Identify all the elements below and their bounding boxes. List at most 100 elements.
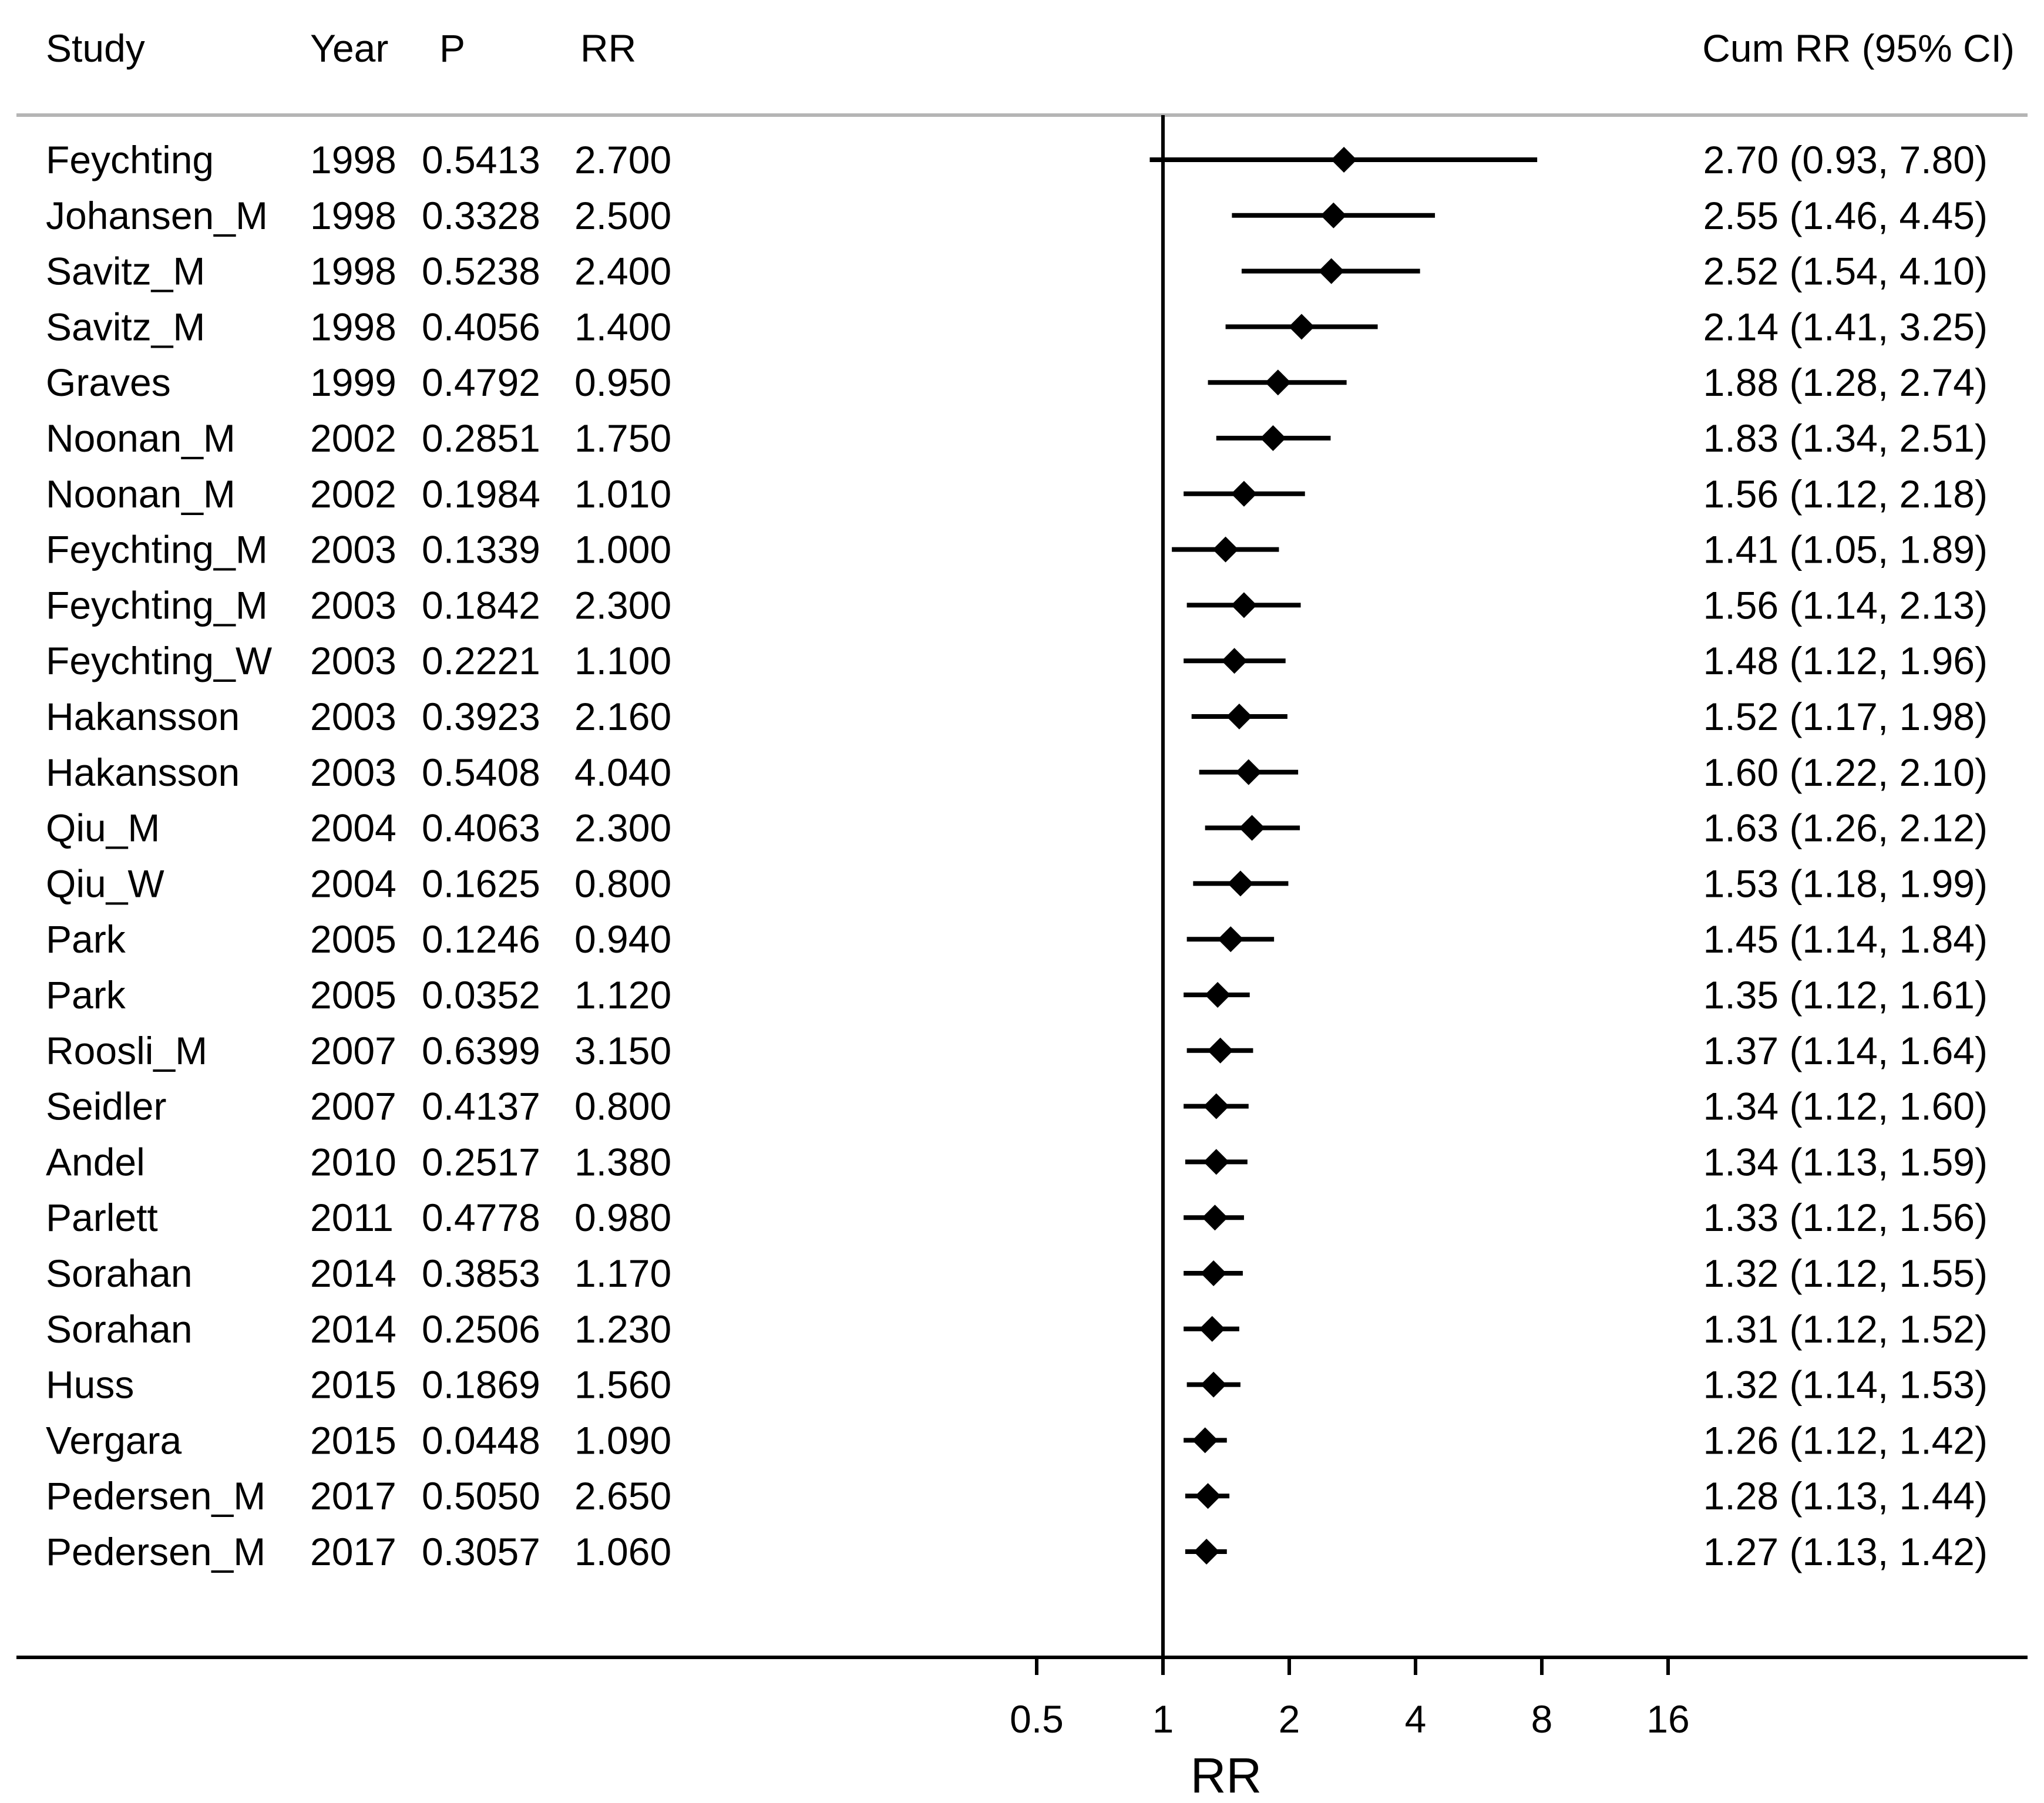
- study-rr: 3.150: [574, 1029, 671, 1072]
- study-year: 1998: [310, 250, 396, 293]
- header-study: Study: [46, 26, 145, 70]
- study-name: Noonan_M: [46, 472, 236, 516]
- study-name: Pedersen_M: [46, 1530, 265, 1573]
- estimate-diamond: [1235, 759, 1262, 785]
- study-p: 0.5408: [422, 751, 540, 794]
- cum-rr-ci: 1.34 (1.12, 1.60): [1703, 1085, 1988, 1128]
- study-name: Qiu_W: [46, 862, 164, 905]
- estimate-marks: [1149, 147, 1538, 1565]
- study-p: 0.3853: [422, 1252, 540, 1295]
- study-name: Feychting: [46, 138, 214, 181]
- estimate-diamond: [1331, 147, 1357, 173]
- cum-rr-ci: 1.37 (1.14, 1.64): [1703, 1029, 1988, 1072]
- study-p: 0.2506: [422, 1307, 540, 1351]
- estimate-diamond: [1201, 1371, 1227, 1398]
- study-rr: 1.120: [574, 973, 671, 1017]
- study-p: 0.3057: [422, 1530, 540, 1573]
- estimate-diamond: [1221, 648, 1248, 674]
- study-rr: 2.650: [574, 1474, 671, 1518]
- cum-rr-ci: 1.32 (1.14, 1.53): [1703, 1363, 1988, 1407]
- study-name: Sorahan: [46, 1307, 193, 1351]
- study-year: 2003: [310, 695, 396, 738]
- study-rr: 2.400: [574, 250, 671, 293]
- study-rows: Feychting 1998 0.5413 2.700 2.70 (0.93, 7.80…: [46, 138, 1988, 1573]
- cum-rr-ci: 2.14 (1.41, 3.25): [1703, 305, 1988, 348]
- estimate-diamond: [1207, 1037, 1233, 1064]
- cum-rr-ci: 1.83 (1.34, 2.51): [1703, 416, 1988, 460]
- cum-rr-ci: 1.35 (1.12, 1.61): [1703, 973, 1988, 1017]
- cum-rr-ci: 1.56 (1.12, 2.18): [1703, 472, 1988, 516]
- header-year: Year: [310, 26, 388, 70]
- cum-rr-ci: 1.52 (1.17, 1.98): [1703, 695, 1988, 738]
- study-rr: 0.980: [574, 1196, 671, 1239]
- study-p: 0.3328: [422, 194, 540, 237]
- study-name: Feychting_W: [46, 639, 273, 682]
- estimate-diamond: [1218, 926, 1244, 953]
- estimate-diamond: [1195, 1483, 1221, 1509]
- study-p: 0.5050: [422, 1474, 540, 1518]
- estimate-diamond: [1203, 1149, 1229, 1175]
- estimate-diamond: [1192, 1427, 1218, 1454]
- study-rr: 1.560: [574, 1363, 671, 1407]
- study-p: 0.1625: [422, 862, 540, 905]
- study-rr: 2.500: [574, 194, 671, 237]
- study-p: 0.4063: [422, 806, 540, 850]
- cum-rr-ci: 1.31 (1.12, 1.52): [1703, 1307, 1988, 1351]
- study-name: Feychting_M: [46, 528, 268, 571]
- cum-rr-ci: 1.63 (1.26, 2.12): [1703, 806, 1988, 850]
- estimate-diamond: [1194, 1539, 1220, 1565]
- study-p: 0.1339: [422, 528, 540, 571]
- study-p: 0.6399: [422, 1029, 540, 1072]
- study-rr: 1.380: [574, 1140, 671, 1183]
- x-tick-label: 8: [1531, 1697, 1553, 1741]
- cum-rr-ci: 1.26 (1.12, 1.42): [1703, 1418, 1988, 1462]
- estimate-diamond: [1318, 258, 1344, 284]
- study-name: Parlett: [46, 1196, 158, 1239]
- header-p: P: [439, 26, 465, 70]
- study-p: 0.2517: [422, 1140, 540, 1183]
- study-year: 2015: [310, 1418, 396, 1462]
- study-rr: 2.700: [574, 138, 671, 181]
- study-name: Seidler: [46, 1085, 166, 1128]
- cum-rr-ci: 1.48 (1.12, 1.96): [1703, 639, 1988, 682]
- study-year: 1998: [310, 194, 396, 237]
- study-year: 2017: [310, 1530, 396, 1573]
- study-p: 0.1842: [422, 583, 540, 627]
- estimate-diamond: [1205, 982, 1231, 1008]
- study-rr: 0.800: [574, 862, 671, 905]
- study-p: 0.1984: [422, 472, 540, 516]
- study-name: Savitz_M: [46, 305, 205, 348]
- study-rr: 1.170: [574, 1252, 671, 1295]
- study-name: Qiu_M: [46, 806, 160, 850]
- cum-rr-ci: 1.56 (1.14, 2.13): [1703, 583, 1988, 627]
- study-name: Pedersen_M: [46, 1474, 265, 1518]
- study-rr: 4.040: [574, 751, 671, 794]
- cum-rr-ci: 1.88 (1.28, 2.74): [1703, 361, 1988, 404]
- estimate-diamond: [1202, 1205, 1228, 1231]
- study-rr: 1.750: [574, 416, 671, 460]
- study-year: 1998: [310, 305, 396, 348]
- study-rr: 1.000: [574, 528, 671, 571]
- study-p: 0.3923: [422, 695, 540, 738]
- x-tick-label: 2: [1279, 1697, 1300, 1741]
- study-name: Noonan_M: [46, 416, 236, 460]
- cum-rr-ci: 1.41 (1.05, 1.89): [1703, 528, 1988, 571]
- study-year: 2005: [310, 973, 396, 1017]
- study-name: Park: [46, 973, 126, 1017]
- cum-rr-ci: 1.33 (1.12, 1.56): [1703, 1196, 1988, 1239]
- study-name: Savitz_M: [46, 250, 205, 293]
- study-p: 0.2851: [422, 416, 540, 460]
- cum-rr-ci: 1.28 (1.13, 1.44): [1703, 1474, 1988, 1518]
- study-rr: 2.300: [574, 806, 671, 850]
- study-p: 0.0448: [422, 1418, 540, 1462]
- cum-rr-ci: 2.70 (0.93, 7.80): [1703, 138, 1988, 181]
- study-name: Feychting_M: [46, 583, 268, 627]
- study-name: Andel: [46, 1140, 145, 1183]
- study-rr: 2.160: [574, 695, 671, 738]
- study-year: 2003: [310, 528, 396, 571]
- study-p: 0.4792: [422, 361, 540, 404]
- study-name: Hakansson: [46, 695, 240, 738]
- study-p: 0.4056: [422, 305, 540, 348]
- x-axis-title: RR: [1191, 1748, 1262, 1803]
